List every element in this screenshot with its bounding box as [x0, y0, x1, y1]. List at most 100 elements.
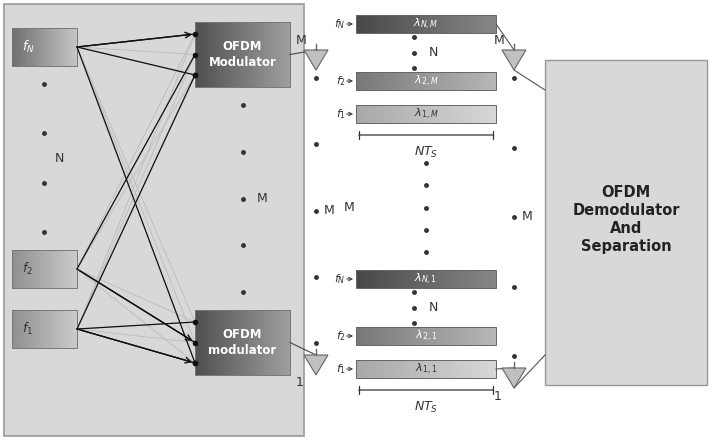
Bar — [468, 105, 472, 123]
Bar — [433, 360, 437, 378]
Bar — [391, 105, 395, 123]
Bar — [217, 310, 221, 375]
Text: N: N — [429, 46, 438, 59]
Text: OFDM: OFDM — [601, 185, 650, 200]
Bar — [493, 327, 496, 345]
Bar — [195, 310, 198, 375]
Bar — [423, 270, 426, 288]
Bar — [36, 28, 39, 66]
Bar — [356, 15, 496, 33]
Bar — [465, 105, 468, 123]
Bar — [426, 72, 430, 90]
Bar — [356, 105, 496, 123]
Bar — [261, 310, 265, 375]
Bar — [405, 72, 409, 90]
Bar — [46, 310, 49, 348]
Bar — [4, 4, 304, 436]
Bar — [436, 15, 441, 33]
Bar — [283, 310, 287, 375]
Bar — [370, 15, 374, 33]
Bar — [458, 15, 461, 33]
Text: $\lambda_{N,1}$: $\lambda_{N,1}$ — [414, 272, 438, 287]
Bar — [486, 15, 489, 33]
Text: $f_1$: $f_1$ — [22, 321, 33, 337]
Bar — [454, 15, 458, 33]
Bar — [49, 310, 51, 348]
Bar — [75, 310, 78, 348]
Bar — [283, 22, 287, 87]
Bar — [75, 250, 78, 288]
Bar — [64, 250, 66, 288]
Bar — [66, 250, 69, 288]
Bar — [475, 360, 479, 378]
Bar — [53, 250, 56, 288]
Bar — [478, 72, 482, 90]
Bar — [401, 270, 406, 288]
Bar — [401, 360, 406, 378]
Bar — [373, 360, 377, 378]
Bar — [391, 270, 395, 288]
Text: M: M — [344, 201, 355, 214]
Bar — [458, 327, 461, 345]
Bar — [370, 360, 374, 378]
Bar — [416, 327, 419, 345]
Bar — [419, 15, 423, 33]
Bar — [360, 270, 363, 288]
Bar — [236, 22, 240, 87]
Text: $\lambda_{1,1}$: $\lambda_{1,1}$ — [415, 362, 437, 377]
Bar — [486, 105, 489, 123]
Bar — [201, 22, 205, 87]
Bar — [454, 360, 458, 378]
Bar — [408, 270, 412, 288]
Bar — [214, 310, 218, 375]
Bar — [447, 105, 451, 123]
Bar — [475, 15, 479, 33]
Bar — [271, 310, 275, 375]
Bar — [440, 105, 444, 123]
Bar — [64, 310, 66, 348]
Bar — [478, 15, 482, 33]
Bar — [38, 310, 41, 348]
Bar — [46, 28, 49, 66]
Bar — [60, 310, 62, 348]
Bar — [356, 72, 496, 90]
Bar — [16, 250, 19, 288]
Bar — [21, 28, 24, 66]
Bar — [370, 105, 374, 123]
Bar — [482, 327, 486, 345]
Bar — [545, 60, 707, 385]
Bar — [478, 327, 482, 345]
Bar — [388, 327, 391, 345]
Bar — [12, 250, 77, 288]
Bar — [384, 105, 388, 123]
Bar — [478, 105, 482, 123]
Bar — [388, 270, 391, 288]
Bar — [287, 22, 291, 87]
Text: Separation: Separation — [580, 239, 671, 254]
Bar — [23, 310, 26, 348]
Bar — [416, 105, 419, 123]
Bar — [458, 72, 461, 90]
Bar — [27, 250, 30, 288]
Bar — [53, 310, 56, 348]
Bar — [31, 250, 34, 288]
Bar — [381, 360, 384, 378]
Bar — [430, 327, 433, 345]
Bar — [408, 360, 412, 378]
Bar — [388, 360, 391, 378]
Bar — [258, 310, 262, 375]
Bar — [360, 360, 363, 378]
Bar — [221, 22, 224, 87]
Bar — [451, 72, 454, 90]
Bar — [377, 270, 381, 288]
Bar — [443, 270, 447, 288]
Bar — [433, 72, 437, 90]
Text: N: N — [429, 301, 438, 314]
Bar — [443, 327, 447, 345]
Bar — [34, 250, 36, 288]
Bar — [40, 310, 43, 348]
Bar — [377, 327, 381, 345]
Bar — [391, 327, 395, 345]
Bar — [493, 270, 496, 288]
Text: M: M — [296, 34, 307, 46]
